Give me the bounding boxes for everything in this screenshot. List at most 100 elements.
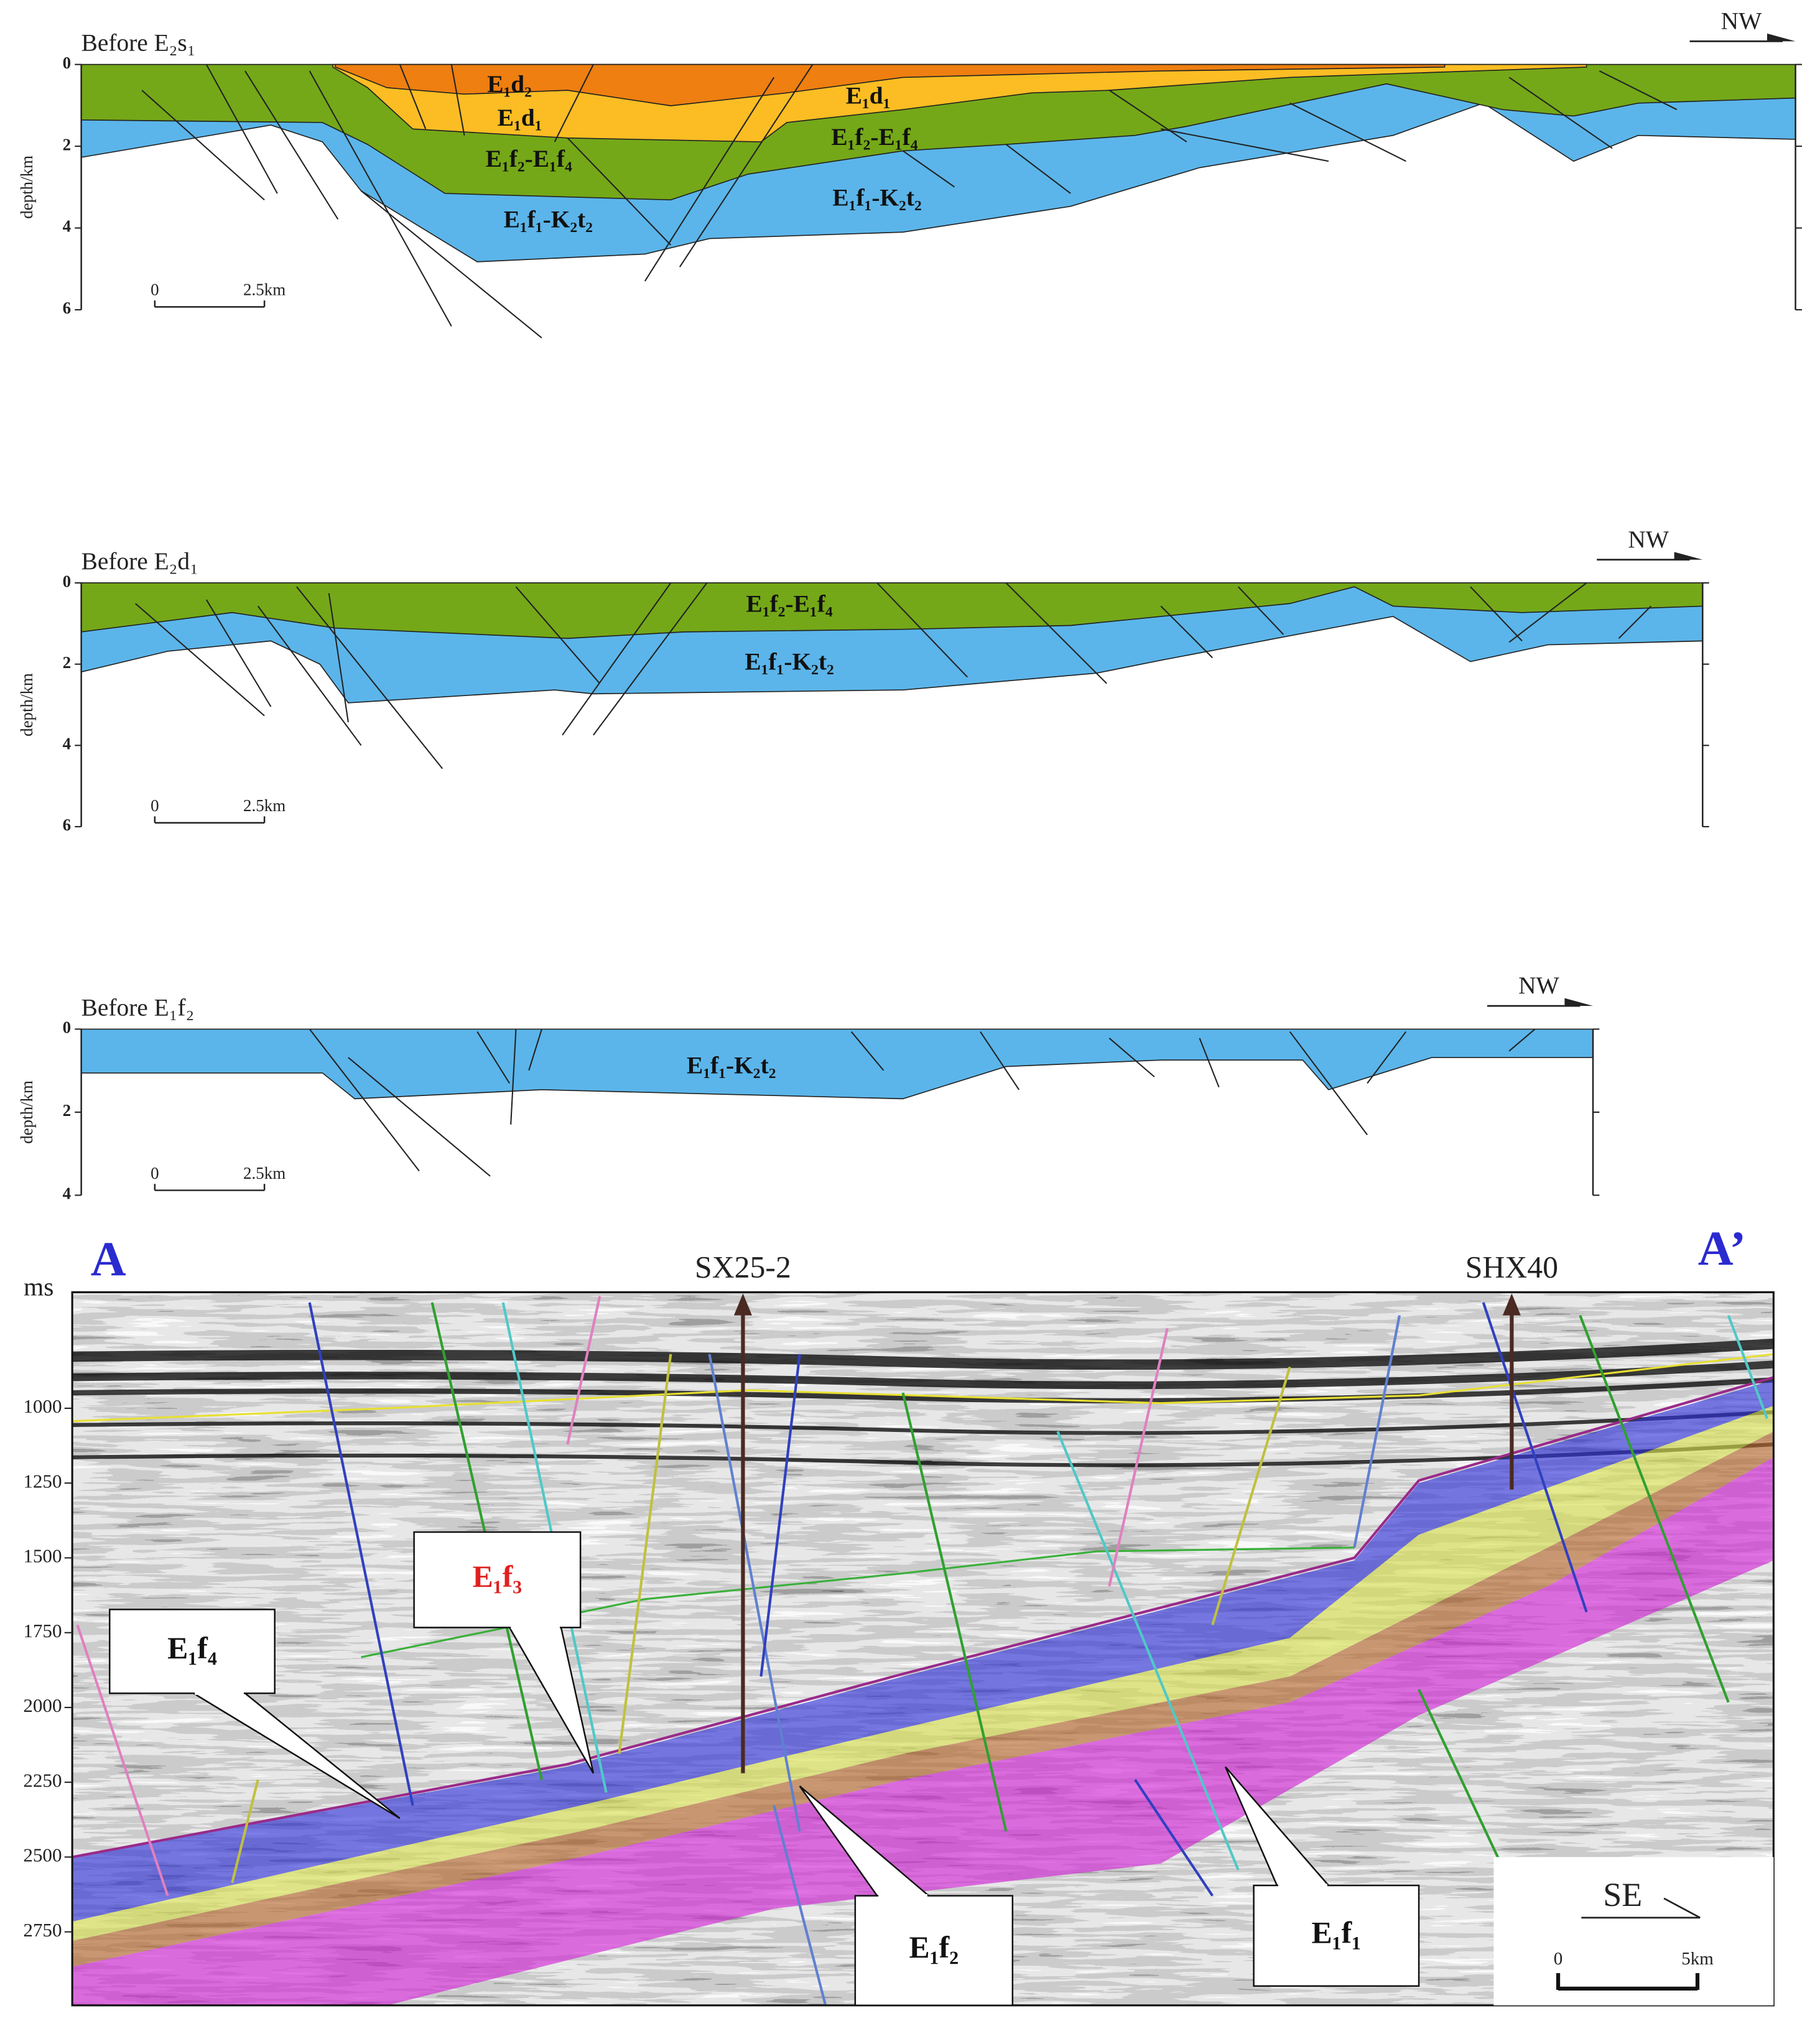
axis-label: ms: [24, 1273, 53, 1301]
fault: [759, 1354, 801, 1677]
fault: [773, 1805, 827, 2005]
depth-tick-label: 2: [63, 1101, 71, 1120]
fault: [1353, 1315, 1401, 1548]
fault: [618, 1354, 672, 1754]
arrow-head: [1564, 998, 1594, 1006]
depth-tick-label: 4: [63, 1184, 71, 1203]
time-tick-label: 2000: [23, 1694, 62, 1716]
fault: [593, 582, 708, 736]
fault: [1211, 1366, 1291, 1625]
section-end-label: A’: [1698, 1222, 1746, 1276]
strong-reflector: [72, 1442, 1774, 1467]
time-tick-label: 2500: [23, 1844, 62, 1866]
section-title: Before E₂d₁: [81, 547, 198, 575]
arrow-head: [1674, 552, 1703, 560]
section-title: Before E₁f₂: [81, 993, 195, 1021]
depth-tick-label: 4: [63, 735, 71, 753]
fault: [399, 64, 427, 129]
fault: [1160, 605, 1214, 659]
direction-arrow: [1581, 1897, 1701, 1919]
scale-label: 0: [151, 796, 159, 815]
fault: [1482, 1302, 1588, 1613]
restored-section: 0 2 4 6 depth/km Before E₂d₁ NW 0 2.5km E₁f₂-E₁f₄…: [17, 526, 1709, 834]
fault: [644, 77, 775, 282]
fault: [876, 582, 968, 678]
layer-label: E₁f₂-E₁f₄: [486, 145, 572, 172]
layer-label: E₁d₂: [487, 70, 532, 98]
scale-label: 0: [151, 281, 159, 299]
fault: [1470, 586, 1523, 642]
fault: [1108, 90, 1187, 142]
layer-label: E₁f₁-K₂t₂: [687, 1052, 776, 1079]
fault: [1005, 144, 1071, 194]
scale-label: 5km: [1681, 1949, 1714, 1969]
well-arrow-head: [1502, 1293, 1521, 1316]
depth-tick-label: 2: [63, 653, 71, 672]
fault: [1618, 605, 1652, 639]
fault: [1289, 102, 1406, 162]
callout-label: E₁f₁: [1312, 1915, 1362, 1949]
depth-tick-label: 2: [63, 135, 71, 154]
well-name: SX25-2: [695, 1250, 791, 1285]
fault: [515, 586, 601, 684]
fault: [76, 1624, 169, 1897]
fault: [1108, 1038, 1155, 1077]
fault: [1508, 77, 1613, 149]
scale-label: 2.5km: [243, 796, 286, 815]
fault: [1238, 586, 1284, 635]
strong-reflector: [72, 1360, 1774, 1390]
callout-box: [854, 1895, 1014, 2007]
callout-box: [1253, 1884, 1420, 1987]
fault: [141, 90, 265, 201]
callout-label: E₁f₃: [473, 1559, 522, 1594]
fault: [308, 1302, 414, 1806]
depth-tick-label: 6: [63, 299, 71, 317]
fault: [1108, 1327, 1169, 1587]
formation-band: [72, 1380, 1774, 1922]
fault: [567, 137, 672, 246]
fault: [296, 586, 443, 769]
depth-tick-label: 0: [63, 53, 71, 72]
formation-band: [72, 1431, 1774, 1967]
fault: [450, 64, 465, 136]
layer-label: E₁d₁: [846, 82, 891, 109]
axis-label: depth/km: [17, 1080, 36, 1144]
well-name: SHX40: [1465, 1250, 1558, 1285]
time-tick-label: 1250: [23, 1470, 62, 1492]
horizon: [72, 1376, 1774, 1859]
strong-reflector: [72, 1410, 1774, 1435]
section-title: Before E₂s₁: [81, 29, 196, 57]
scale-box: [1493, 1857, 1774, 2005]
fault: [1005, 582, 1107, 684]
layer-label: E₁f₁-K₂t₂: [832, 184, 921, 211]
layer-label: E₁f₁-K₂t₂: [745, 648, 833, 676]
fault: [980, 1031, 1020, 1090]
horizon: [72, 1353, 1774, 1423]
direction-label: SE: [1603, 1876, 1642, 1913]
fault: [476, 1031, 510, 1084]
fault: [528, 1029, 542, 1071]
fault: [348, 1057, 491, 1177]
time-tick-label: 1000: [23, 1395, 62, 1417]
fault: [205, 64, 278, 194]
layer-label: E₁f₁-K₂t₂: [504, 206, 593, 233]
fault: [1289, 1031, 1368, 1136]
well-arrow-head: [733, 1293, 752, 1316]
fault: [360, 190, 542, 338]
formation-band: [72, 1405, 1774, 1941]
scale-label: 0: [1554, 1949, 1563, 1969]
callout-box: [413, 1531, 582, 1629]
direction-label: NW: [1518, 972, 1559, 999]
fault: [328, 593, 349, 723]
fault: [1199, 1038, 1220, 1088]
layer-label: E₁f₂-E₁f₄: [831, 123, 917, 151]
time-tick-label: 2250: [23, 1769, 62, 1791]
scale-label: 2.5km: [243, 281, 286, 299]
fault: [1161, 128, 1329, 162]
callout-box: [109, 1609, 276, 1694]
fault: [562, 582, 672, 736]
fault: [1599, 70, 1678, 111]
callout-label: E₁f₂: [909, 1930, 959, 1964]
fault: [135, 603, 265, 717]
scale-label: 0: [151, 1164, 159, 1183]
